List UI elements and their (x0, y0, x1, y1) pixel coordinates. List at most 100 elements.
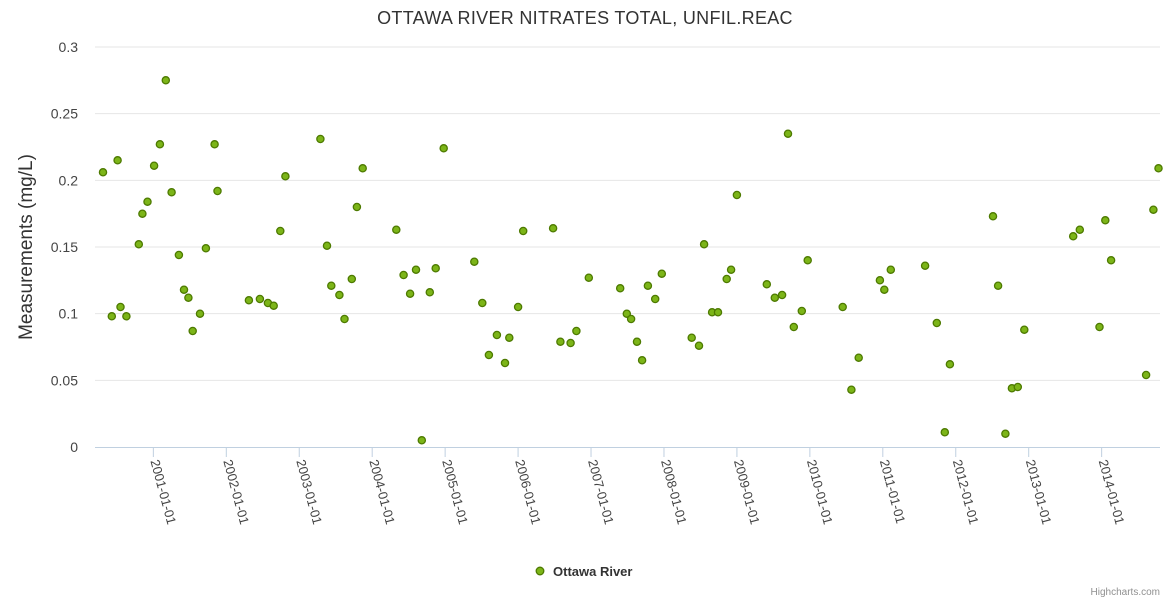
data-point[interactable] (1154, 164, 1163, 173)
data-point[interactable] (770, 293, 780, 302)
data-point[interactable] (626, 314, 636, 324)
data-point[interactable] (478, 298, 487, 308)
data-point[interactable] (213, 186, 222, 196)
data-point[interactable] (439, 144, 448, 153)
data-point[interactable] (347, 274, 357, 284)
data-point[interactable] (470, 257, 479, 266)
data-point[interactable] (1001, 429, 1010, 438)
data-point[interactable] (940, 428, 950, 437)
data-point[interactable] (1013, 382, 1023, 392)
data-point[interactable] (392, 225, 401, 234)
data-point[interactable] (113, 156, 122, 165)
data-point[interactable] (762, 280, 772, 289)
data-point[interactable] (316, 134, 325, 144)
data-point[interactable] (803, 256, 812, 265)
data-point[interactable] (484, 350, 494, 360)
data-point[interactable] (886, 265, 896, 274)
data-point[interactable] (195, 309, 205, 318)
data-point[interactable] (566, 338, 575, 348)
legend[interactable]: Ottawa River (535, 564, 632, 579)
data-point[interactable] (276, 226, 285, 236)
data-point[interactable] (920, 261, 930, 270)
data-point[interactable] (699, 240, 709, 249)
data-point[interactable] (244, 296, 254, 305)
data-point[interactable] (1075, 225, 1085, 234)
data-point[interactable] (880, 285, 889, 294)
data-point[interactable] (149, 161, 159, 170)
data-point[interactable] (417, 436, 427, 445)
data-point[interactable] (556, 337, 565, 346)
data-point[interactable] (188, 326, 197, 336)
data-point[interactable] (405, 289, 415, 298)
data-point[interactable] (122, 312, 131, 321)
data-point[interactable] (255, 294, 265, 304)
data-point[interactable] (1149, 205, 1158, 214)
data-point[interactable] (431, 264, 440, 273)
data-point[interactable] (722, 274, 731, 284)
data-point[interactable] (657, 269, 667, 278)
data-point[interactable] (143, 197, 152, 206)
data-point[interactable] (875, 276, 885, 285)
data-point[interactable] (622, 309, 632, 318)
data-point[interactable] (732, 190, 742, 200)
data-point[interactable] (399, 270, 408, 280)
data-point[interactable] (425, 288, 435, 297)
data-point[interactable] (1020, 325, 1029, 334)
data-point[interactable] (726, 265, 736, 274)
data-point[interactable] (687, 333, 696, 342)
data-point[interactable] (107, 312, 117, 321)
data-point[interactable] (548, 224, 558, 233)
data-point[interactable] (694, 341, 704, 350)
data-point[interactable] (988, 212, 998, 221)
data-point[interactable] (777, 290, 787, 300)
data-point[interactable] (138, 209, 147, 218)
data-point[interactable] (505, 333, 514, 342)
data-point[interactable] (210, 140, 219, 149)
data-point[interactable] (643, 281, 653, 290)
data-point[interactable] (500, 358, 510, 368)
data-point[interactable] (632, 337, 642, 346)
data-point[interactable] (783, 129, 793, 138)
data-point[interactable] (650, 294, 660, 304)
data-point[interactable] (201, 244, 211, 253)
data-point[interactable] (993, 281, 1003, 290)
data-point[interactable] (797, 306, 807, 316)
data-point[interactable] (340, 314, 349, 324)
data-point[interactable] (281, 172, 290, 181)
data-point[interactable] (1141, 370, 1151, 380)
data-point[interactable] (358, 164, 367, 173)
data-point[interactable] (932, 318, 942, 328)
legend-label[interactable]: Ottawa River (553, 564, 632, 579)
data-point[interactable] (1106, 256, 1116, 265)
data-point[interactable] (269, 301, 278, 310)
data-point[interactable] (615, 284, 625, 293)
data-point[interactable] (174, 250, 184, 260)
data-point[interactable] (838, 302, 847, 312)
data-point[interactable] (847, 385, 856, 394)
data-point[interactable] (411, 265, 421, 274)
data-point[interactable] (184, 293, 193, 302)
data-point[interactable] (1101, 216, 1110, 225)
data-point[interactable] (637, 356, 647, 365)
credits-link[interactable]: Highcharts.com (1091, 587, 1160, 598)
data-point[interactable] (713, 308, 723, 317)
data-point[interactable] (584, 273, 594, 282)
data-point[interactable] (116, 302, 125, 312)
data-point[interactable] (492, 330, 502, 340)
data-point[interactable] (945, 360, 955, 369)
data-point[interactable] (98, 168, 108, 177)
data-point[interactable] (134, 240, 144, 249)
data-point[interactable] (854, 353, 863, 362)
data-point[interactable] (789, 322, 799, 332)
data-point[interactable] (335, 290, 344, 300)
data-point[interactable] (322, 241, 332, 250)
data-point[interactable] (179, 285, 189, 294)
data-point[interactable] (572, 326, 581, 336)
data-point[interactable] (1068, 232, 1078, 241)
data-point[interactable] (518, 226, 528, 236)
data-point[interactable] (352, 202, 362, 212)
data-point[interactable] (161, 76, 171, 85)
data-point[interactable] (1095, 322, 1104, 332)
data-point[interactable] (167, 188, 176, 197)
data-point[interactable] (327, 281, 336, 290)
